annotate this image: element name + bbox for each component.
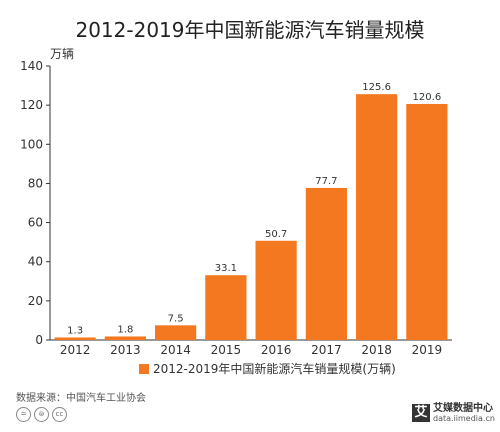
x-tick-label-2013: 2013	[110, 343, 141, 357]
data-label-2015: 33.1	[215, 263, 237, 274]
x-tick-label-2016: 2016	[261, 343, 292, 357]
equals-icon: =	[16, 407, 31, 422]
y-tick-label: 60	[28, 216, 43, 230]
y-tick-label: 120	[20, 98, 43, 112]
creative-commons-icon: cc	[52, 407, 67, 422]
bar-2015	[205, 275, 247, 340]
logo-mark-icon: 艾	[412, 404, 430, 422]
x-axis-ticks: 2012 2013 2014 2015 2016 2017 2018 2019	[60, 343, 442, 357]
data-label-2019: 120.6	[413, 92, 442, 103]
chart-title: 2012-2019年中国新能源汽车销量规模	[75, 18, 425, 42]
bar-2013	[104, 336, 146, 340]
y-axis-ticks: 0 20 40 60 80 100 120 140	[20, 59, 50, 347]
y-tick-label: 140	[20, 59, 43, 73]
bar-2018	[356, 94, 398, 340]
data-label-2012: 1.3	[67, 325, 83, 336]
data-label-2018: 125.6	[362, 82, 391, 93]
data-label-2013: 1.8	[117, 324, 133, 335]
x-tick-label-2018: 2018	[361, 343, 392, 357]
y-tick-label: 20	[28, 294, 43, 308]
data-label-2017: 77.7	[315, 176, 337, 187]
x-tick-label-2019: 2019	[412, 343, 443, 357]
bars-group: 1.3 1.8 7.5 33.1 50.7 77.7 125.6 120.6	[54, 82, 448, 341]
logo-name: 艾媒数据中心	[433, 403, 493, 414]
y-tick-label: 80	[28, 176, 43, 190]
y-tick-label: 100	[20, 137, 43, 151]
logo-url: data.iimedia.cn	[433, 414, 495, 423]
no-commercial-icon: ⊜	[34, 407, 49, 422]
bar-2017	[305, 187, 347, 340]
iimedia-logo: 艾 艾媒数据中心 data.iimedia.cn	[412, 403, 495, 423]
bar-2012	[54, 337, 96, 340]
bar-2016	[255, 240, 297, 340]
y-tick-label: 0	[35, 333, 43, 347]
y-tick-label: 40	[28, 255, 43, 269]
bar-2019	[406, 103, 448, 341]
data-label-2016: 50.7	[265, 229, 287, 240]
data-label-2014: 7.5	[168, 313, 184, 324]
legend-swatch	[139, 364, 149, 374]
x-tick-label-2017: 2017	[311, 343, 342, 357]
x-tick-label-2012: 2012	[60, 343, 91, 357]
x-tick-label-2014: 2014	[160, 343, 191, 357]
cc-license-icons: = ⊜ cc	[16, 407, 67, 422]
y-axis-unit-label: 万辆	[50, 47, 74, 61]
legend-label: 2012-2019年中国新能源汽车销量规模(万辆)	[153, 361, 396, 376]
x-tick-label-2015: 2015	[211, 343, 242, 357]
bar-2014	[155, 325, 197, 340]
legend: 2012-2019年中国新能源汽车销量规模(万辆)	[139, 361, 396, 376]
data-source: 数据来源：中国汽车工业协会	[16, 393, 146, 404]
